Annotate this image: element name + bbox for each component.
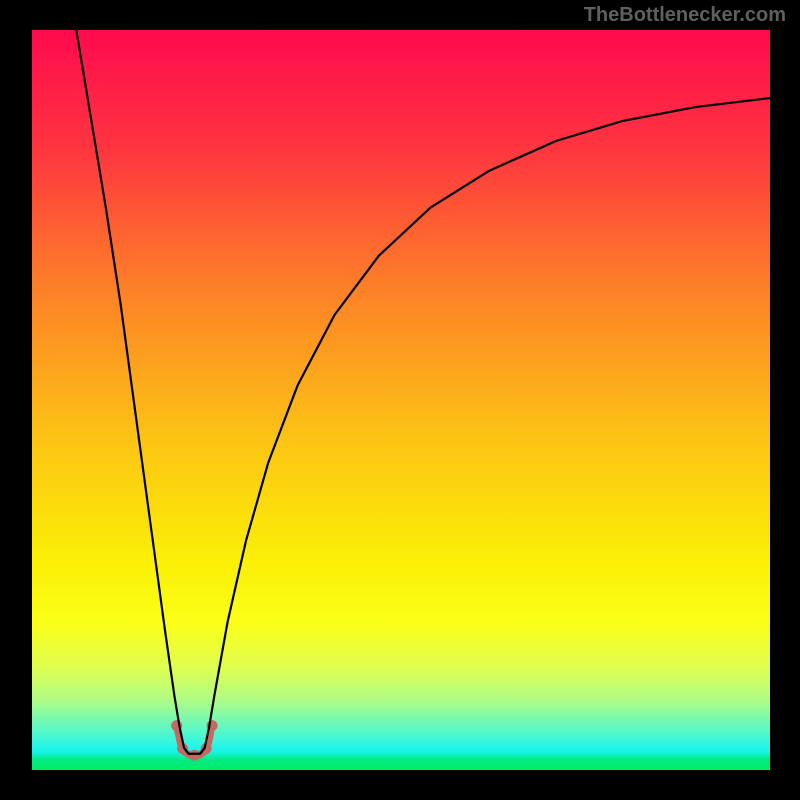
curve-layer [32, 30, 770, 770]
main-curve [76, 30, 770, 754]
bottom-lobe-dot [189, 750, 200, 761]
watermark-text: TheBottlenecker.com [584, 4, 786, 27]
chart-container: TheBottlenecker.com [0, 0, 800, 800]
plot-area [32, 30, 770, 770]
